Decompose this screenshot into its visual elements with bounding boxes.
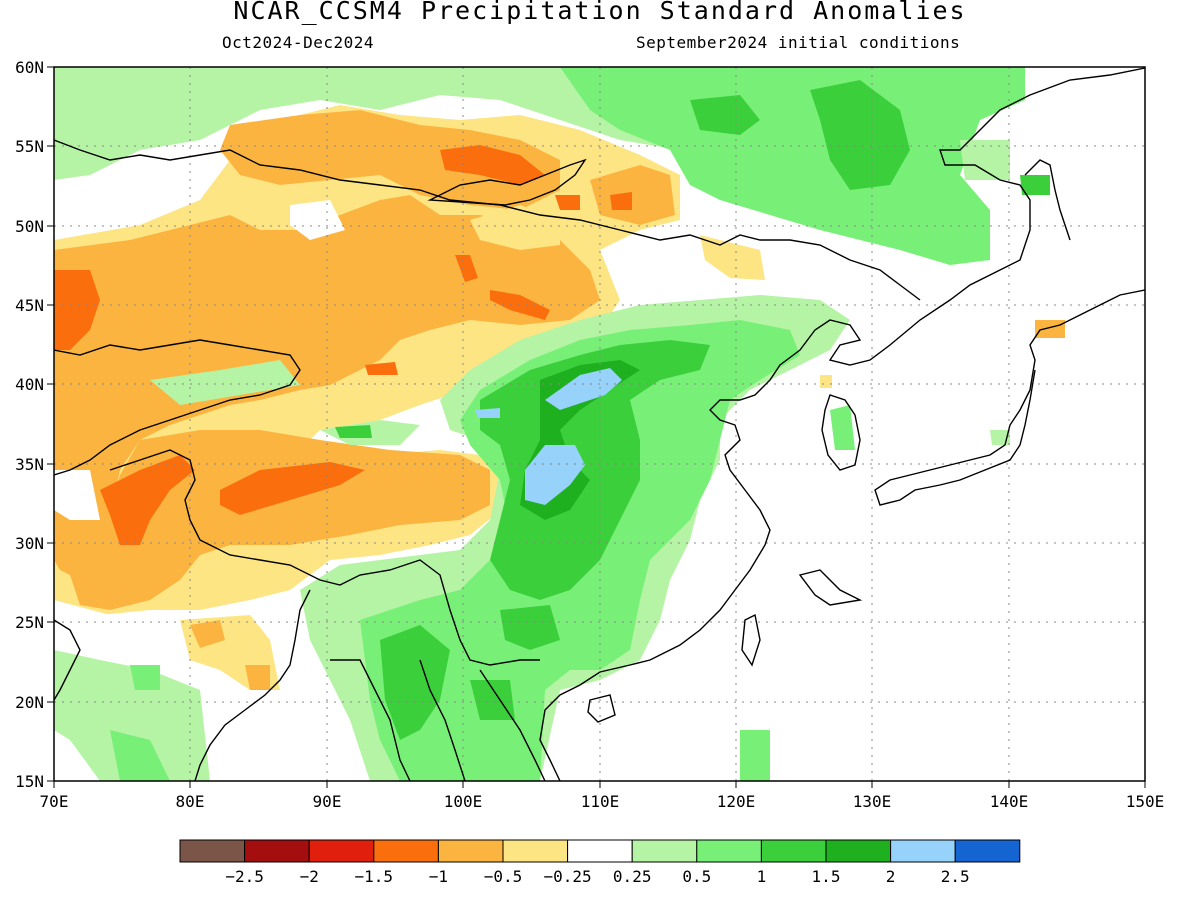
- lat-label: 55N: [15, 137, 44, 156]
- legend-swatch: [244, 839, 310, 863]
- lat-label: 35N: [15, 455, 44, 474]
- lon-axis-labels: 70E 80E 90E 100E 110E 120E 130E 140E 150…: [40, 792, 1165, 811]
- legend-swatch: [373, 839, 439, 863]
- lat-label: 40N: [15, 375, 44, 394]
- legend-label: −2.5: [225, 867, 264, 886]
- legend-label: 2: [886, 867, 896, 886]
- legend-label: 2.5: [941, 867, 970, 886]
- legend-label: −0.5: [484, 867, 523, 886]
- anomaly-region-darkgreen-northeast: [810, 80, 910, 190]
- color-legend: −2.5 −2 −1.5 −1 −0.5 −0.25 0.25 0.5 1 1.5 2 2.5: [179, 839, 1021, 886]
- legend-label: −1.5: [355, 867, 394, 886]
- anomaly-region-darkgreen-indochina-2: [500, 605, 560, 650]
- anomaly-region-blue-small: [475, 408, 500, 418]
- anomaly-region-deeporange-mongolia-2: [455, 255, 478, 282]
- lat-label: 60N: [15, 58, 44, 77]
- anomaly-region-deeporange-tibet: [220, 462, 365, 515]
- anomaly-region-deeporange-baikal-2: [555, 195, 580, 210]
- legend-swatch: [954, 839, 1021, 863]
- lon-label: 80E: [176, 792, 205, 811]
- lat-label: 30N: [15, 534, 44, 553]
- lat-label: 25N: [15, 613, 44, 632]
- lon-label: 120E: [717, 792, 756, 811]
- anomaly-region-darkgreen-northeast-2: [690, 95, 760, 135]
- legend-label: −2: [300, 867, 319, 886]
- legend-swatch: [502, 839, 569, 863]
- anomaly-region-deeporange-baikal: [440, 145, 545, 185]
- legend-label: 1: [757, 867, 767, 886]
- anomaly-region-darkgreen-indochina-3: [470, 680, 515, 720]
- lat-axis-labels: 60N 55N 50N 45N 40N 35N 30N 25N 20N 15N: [15, 58, 44, 791]
- legend-swatch: [696, 839, 762, 863]
- anomaly-region-orange-north: [220, 110, 560, 210]
- lon-label: 70E: [40, 792, 69, 811]
- anomaly-region-blue-china-1: [545, 368, 622, 410]
- legend-swatch: [308, 839, 375, 863]
- forecast-period: Oct2024-Dec2024: [222, 33, 374, 52]
- legend-swatch: [760, 839, 827, 863]
- lon-label: 100E: [444, 792, 483, 811]
- anomaly-region-darkgreen-china: [480, 340, 710, 600]
- legend-swatch: [631, 839, 698, 863]
- legend-swatch: [179, 839, 246, 863]
- anomaly-region-blue-china-2: [525, 445, 585, 505]
- anomaly-region-deeporange-ne: [610, 192, 632, 210]
- legend-label: 0.25: [613, 867, 652, 886]
- chart-title: NCAR_CCSM4 Precipitation Standard Anomal…: [233, 0, 967, 25]
- lat-label: 15N: [15, 772, 44, 791]
- anomaly-region-orange-northeast: [590, 165, 675, 225]
- lon-label: 90E: [313, 792, 342, 811]
- anomaly-field: [54, 67, 1145, 781]
- graticule: [54, 67, 1145, 781]
- initial-conditions: September2024 initial conditions: [636, 33, 961, 52]
- lon-label: 150E: [1126, 792, 1165, 811]
- coastlines: [54, 67, 1145, 781]
- lat-label: 50N: [15, 217, 44, 236]
- anomaly-region-darkgreen-indochina: [380, 625, 450, 740]
- lat-label: 45N: [15, 296, 44, 315]
- legend-label: 0.5: [682, 867, 711, 886]
- anomaly-region-deeporange-kashmir: [100, 455, 195, 545]
- legend-label: 1.5: [812, 867, 841, 886]
- axis-ticks: [47, 66, 1146, 788]
- legend-swatch: [825, 839, 892, 863]
- legend-swatch: [890, 839, 956, 863]
- anomaly-region-green-northeast: [560, 67, 1025, 265]
- legend-label: −0.25: [544, 867, 592, 886]
- anomaly-region-deeporange-west: [54, 270, 100, 350]
- lat-label: 20N: [15, 693, 44, 712]
- legend-swatch: [567, 839, 633, 863]
- legend-label: −1: [429, 867, 448, 886]
- legend-swatch: [437, 839, 504, 863]
- lon-label: 110E: [581, 792, 620, 811]
- anomaly-region-lightgreen-india: [54, 650, 210, 781]
- anomaly-region-deeporange-dzungar: [365, 362, 398, 375]
- lon-label: 140E: [990, 792, 1029, 811]
- lon-label: 130E: [853, 792, 892, 811]
